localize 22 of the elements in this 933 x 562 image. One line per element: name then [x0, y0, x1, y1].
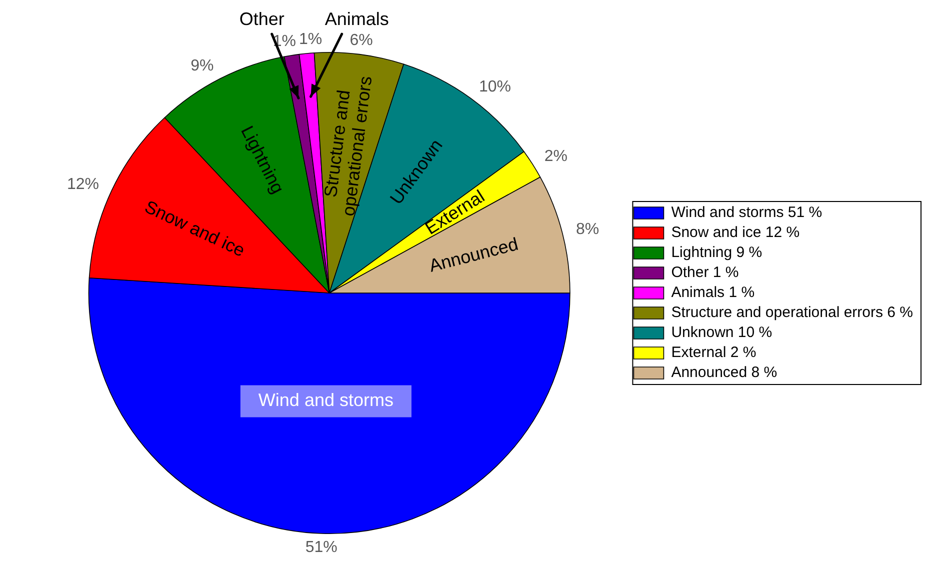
legend-label: Other 1 %: [671, 264, 739, 282]
legend-label: Unknown 10 %: [671, 324, 772, 342]
legend-label: Lightning 9 %: [671, 244, 762, 262]
legend-label: Snow and ice 12 %: [671, 224, 800, 242]
legend-label: Animals 1 %: [671, 284, 755, 302]
text: Animals: [324, 8, 389, 29]
data-label: 8%: [576, 221, 600, 238]
data-label: 9%: [190, 58, 214, 75]
data-label: 2%: [544, 148, 568, 165]
legend-label: Wind and storms 51 %: [671, 204, 822, 222]
text: Structure and operational errors: [320, 74, 376, 218]
legend-label: Structure and operational errors 6 %: [671, 304, 913, 322]
data-label: 1%: [298, 30, 322, 48]
text: Wind and storms: [258, 390, 394, 410]
data-label: 6%: [350, 32, 373, 49]
data-label: 12%: [66, 176, 99, 194]
legend-label: External 2 %: [671, 344, 756, 362]
data-label: 51%: [305, 538, 338, 556]
legend-label: Announced 8 %: [671, 364, 778, 382]
data-label: 10%: [479, 78, 512, 96]
text: Snow and ice: [142, 196, 248, 261]
text: Other: [239, 8, 284, 29]
